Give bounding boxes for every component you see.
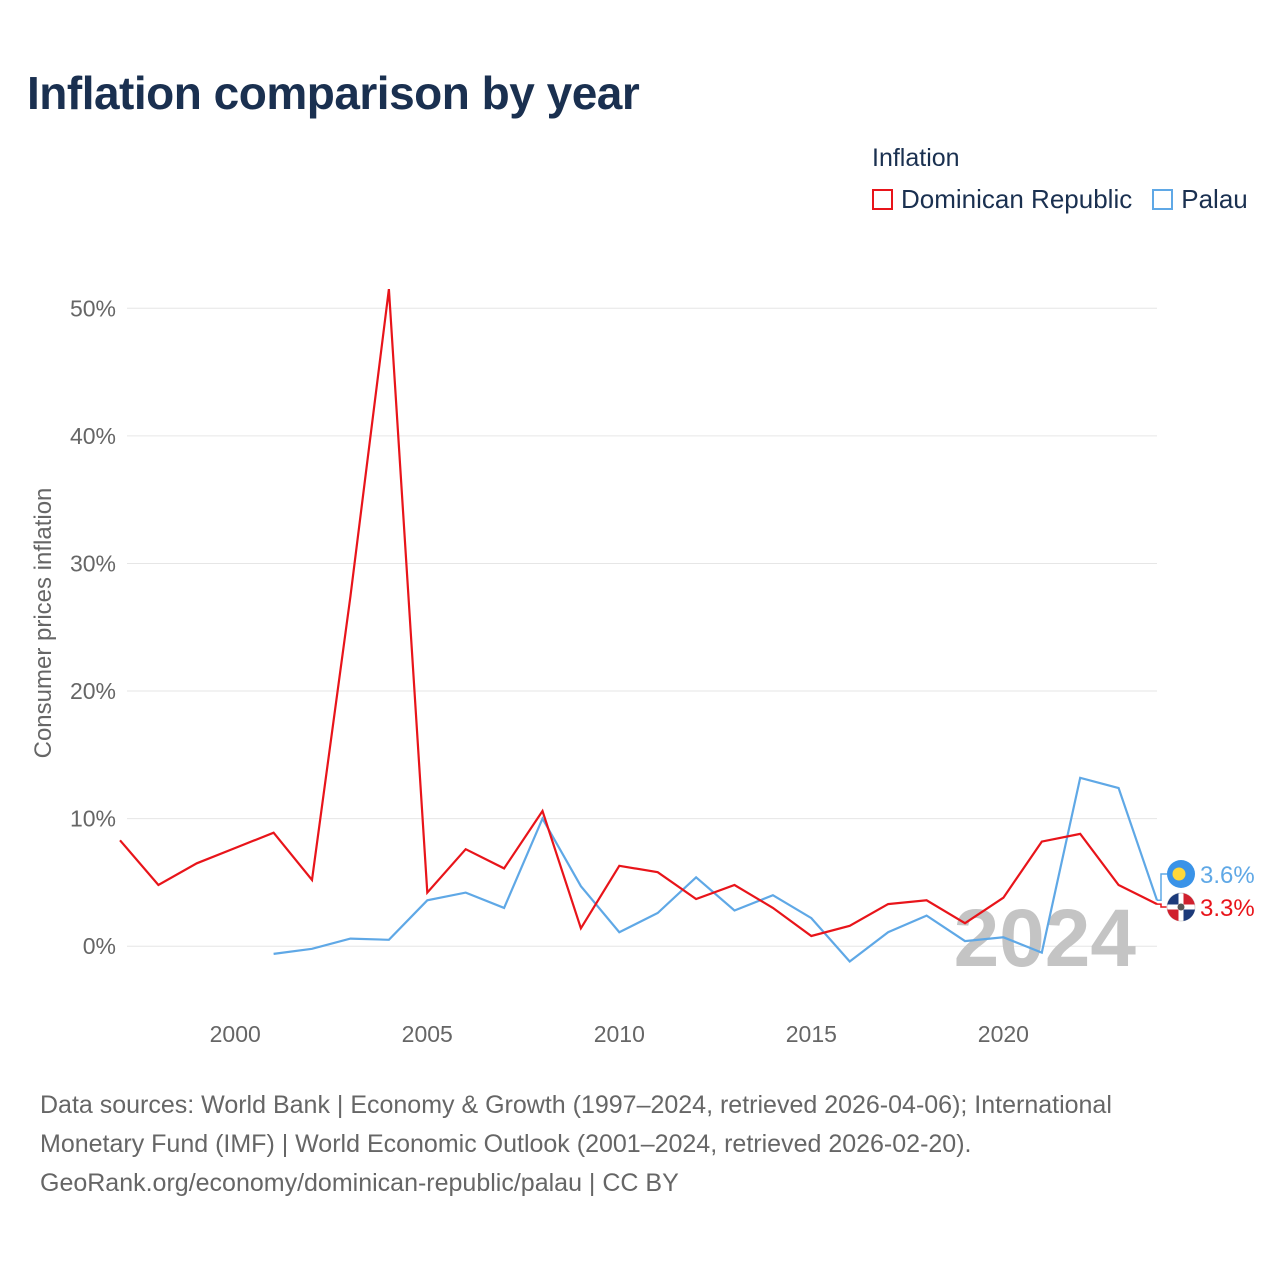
end-connector-palau (1157, 873, 1167, 902)
y-axis-label: Consumer prices inflation (30, 488, 57, 759)
y-tick-label: 20% (70, 678, 116, 704)
y-tick-label: 40% (70, 423, 116, 449)
legend-label-dominican-republic: Dominican Republic (901, 184, 1133, 214)
x-tick-label: 2005 (402, 1021, 453, 1047)
page-title: Inflation comparison by year (27, 67, 640, 119)
x-tick-label: 2010 (594, 1021, 645, 1047)
legend-item-palau[interactable]: Palau (1152, 184, 1248, 215)
dr-flag-emblem (1177, 903, 1185, 911)
palau-flag-moon-icon (1172, 867, 1186, 881)
x-tick-label: 2020 (978, 1021, 1029, 1047)
x-tick-label: 2015 (786, 1021, 837, 1047)
y-tick-label: 10% (70, 806, 116, 832)
x-tick-label: 2000 (210, 1021, 261, 1047)
legend: Dominican Republic Palau (872, 184, 1248, 215)
end-value-label-palau: 3.6% (1200, 862, 1255, 889)
footer-line-3[interactable]: GeoRank.org/economy/dominican-republic/p… (40, 1169, 679, 1197)
series-line-dominican-republic (119, 288, 1158, 938)
y-tick-label: 50% (70, 295, 116, 321)
line-chart: 0% 10% 20% 30% 40% 50% 2000 2005 2010 2015 2020 Con… (30, 288, 1255, 1047)
legend-swatch-dominican-republic (872, 189, 893, 210)
dr-flag-red-quadrant (1181, 893, 1195, 907)
end-value-label-dominican-republic: 3.3% (1200, 895, 1255, 922)
legend-label-palau: Palau (1181, 184, 1248, 214)
y-tick-label: 0% (83, 933, 116, 959)
dr-flag-red-quadrant (1166, 907, 1179, 921)
end-connector-dominican-republic (1157, 903, 1167, 908)
footer-line-2: Monetary Fund (IMF) | World Economic Out… (40, 1130, 972, 1158)
y-tick-label: 30% (70, 550, 116, 576)
legend-title: Inflation (872, 144, 960, 172)
footer-line-1: Data sources: World Bank | Economy & Gro… (40, 1091, 1112, 1119)
dr-flag-blue-quadrant (1183, 909, 1195, 921)
dr-flag-blue-quadrant (1167, 893, 1181, 907)
data-sources-footer: Data sources: World Bank | Economy & Gro… (40, 1086, 1260, 1203)
series-line-palau (273, 776, 1159, 963)
legend-swatch-palau (1152, 189, 1174, 210)
legend-item-dominican-republic[interactable]: Dominican Republic (872, 184, 1132, 215)
